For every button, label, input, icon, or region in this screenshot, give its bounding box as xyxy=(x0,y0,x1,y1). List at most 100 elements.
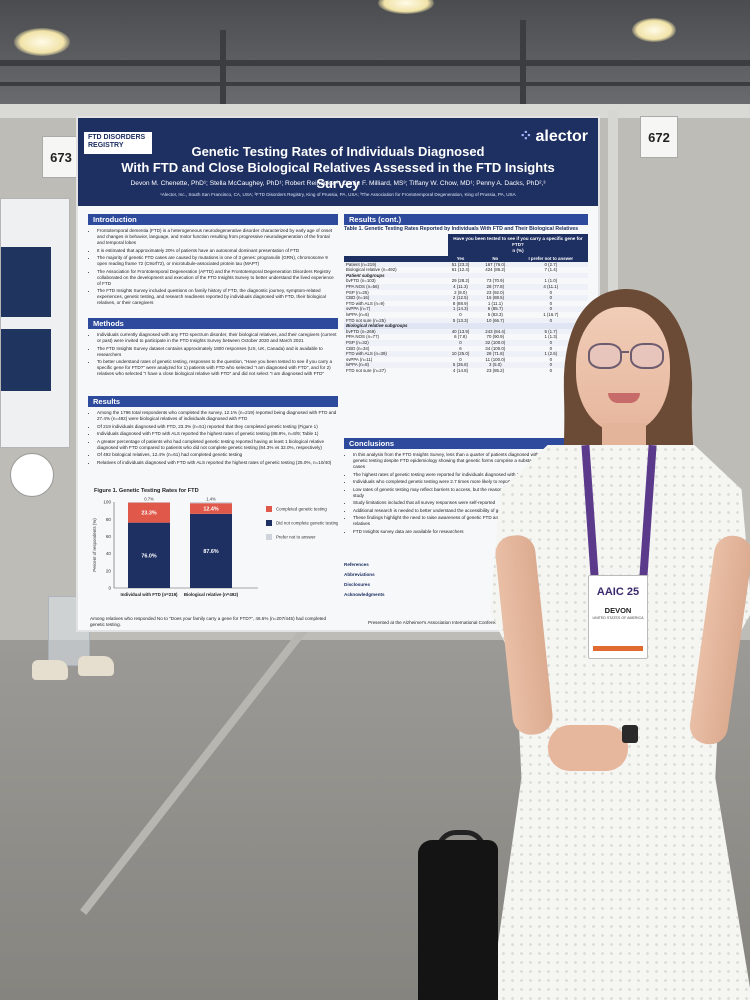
table-cell xyxy=(476,272,514,279)
badge-stripe xyxy=(593,646,643,651)
watch-icon xyxy=(622,725,638,743)
table-cell: 0 xyxy=(513,317,588,324)
shoe xyxy=(32,660,68,680)
table-cell: 8 (88.9) xyxy=(452,300,469,306)
table-cell: 1 (2.6) xyxy=(513,351,588,357)
table-title: Table 1. Genetic Testing Rates Reported … xyxy=(344,226,579,232)
table-cell: 6 (7.8) xyxy=(454,334,467,340)
bullet-item: Among the 1796 total respondents who com… xyxy=(97,410,338,422)
table-cell: 0 xyxy=(513,306,588,312)
bar-completed xyxy=(128,502,170,523)
section-results-cont: Results (cont.) xyxy=(344,214,588,225)
table-cell: 5 (83.3) xyxy=(487,311,503,317)
table-row: FTD not sure (n=25) 5 (13.3) 10 (66.7) 0 xyxy=(344,317,588,324)
footer-heading: References xyxy=(344,562,369,567)
table-cell: 424 (86.2) xyxy=(485,267,506,273)
table-cell: 40 (13.9) xyxy=(444,328,477,335)
table-header: I prefer not to answer xyxy=(513,256,588,262)
table-header: Yes xyxy=(444,256,477,262)
table-cell: 0 xyxy=(549,289,553,295)
table-cell: PSP (n=25) xyxy=(346,289,369,295)
x-category-label: Individual with FTD (n=219) xyxy=(121,592,178,597)
bullet-item: Individuals who completed genetic testin… xyxy=(353,479,588,485)
shoe xyxy=(78,656,114,676)
bar-value-label: 1.4% xyxy=(206,497,216,502)
bullet-item: The Association for Frontotemporal Degen… xyxy=(97,269,338,287)
table-cell: 3 (5.0) xyxy=(476,362,514,368)
table-cell: 4 (11.3) xyxy=(444,283,477,290)
table-cell: 16 (88.5) xyxy=(476,295,514,301)
table-cell xyxy=(513,323,588,329)
table-cell: 0 xyxy=(549,345,553,351)
figure-footnote: Among relatives who responded No to "Doe… xyxy=(90,616,327,627)
footer-heading: Abbreviations xyxy=(344,572,375,577)
table-cell: PSP (n=32) xyxy=(344,339,445,346)
table-row: svPPA (n=7) 1 (14.3) 6 (85.7) 0 xyxy=(344,306,588,312)
bullet-item: Additional research is needed to better … xyxy=(353,508,588,514)
table-cell: Patient (n=219) xyxy=(344,261,445,268)
poster-authors: Devon M. Chenette, PhD¹; Stella McCaughe… xyxy=(130,180,546,187)
table-cell: 4 (14.8) xyxy=(452,367,469,373)
bar-value-label: 0.7% xyxy=(144,497,154,502)
table-row: Biological relative subgroups xyxy=(344,323,588,329)
table-cell xyxy=(444,323,477,329)
table-cell: 1 (1.0) xyxy=(544,278,558,284)
table-cell: 51 (23.3) xyxy=(444,261,477,268)
glasses-bridge xyxy=(621,351,629,353)
ceiling-light xyxy=(14,28,70,56)
results-text: Among the 1796 total respondents who com… xyxy=(88,410,338,467)
x-category-label: Biological relative (n=492) xyxy=(184,592,239,597)
table-row: Patient (n=219) 51 (23.3) 167 (76.0) 0 (2.7… xyxy=(344,261,588,268)
table-row: bvFTD (n=269) 40 (13.9) 243 (84.4) 5 (1.7) xyxy=(344,328,588,335)
poster-footer: References Abbreviations Disclosures Acknow… xyxy=(344,558,588,598)
table-cell: 0 xyxy=(459,311,462,317)
ceiling-beam xyxy=(0,82,750,86)
clasped-hands xyxy=(548,725,628,771)
badge-country: UNITED STATES OF AMERICA xyxy=(592,616,644,620)
table-cell: Biological relative (n=492) xyxy=(346,267,397,273)
table-cell: 0 xyxy=(513,295,588,301)
y-tick-label: 40 xyxy=(106,551,112,556)
bullet-item: A greater percentage of patients who had… xyxy=(97,439,338,451)
bullet-item: The FTD Insights Survey dataset contains… xyxy=(97,346,338,358)
table-cell: 2 (12.5) xyxy=(444,295,477,301)
table-cell: 0 xyxy=(444,339,477,346)
legend-swatch xyxy=(266,506,272,512)
legend-swatch xyxy=(266,520,272,526)
table-cell: 1 (1.3) xyxy=(544,334,558,340)
registry-logo: FTD DISORDERS REGISTRY xyxy=(84,132,152,154)
table-cell: 0 xyxy=(513,339,588,346)
badge-event: AAIC 25 xyxy=(596,586,640,598)
bullet-item: The majority of genetic FTD cases are ca… xyxy=(97,255,338,267)
bullet-item: It is estimated that approximately 20% o… xyxy=(97,248,338,254)
y-axis-label: Percent of respondents (%) xyxy=(92,518,97,572)
table-cell: 0 xyxy=(459,356,462,362)
bar-value-label: 12.4% xyxy=(203,507,218,513)
bullet-item: The highest rates of genetic testing wer… xyxy=(353,472,588,478)
bar-not-completed xyxy=(190,513,232,588)
bar-not-completed xyxy=(128,522,170,588)
table-row: FTD not sure (n=27) 4 (14.8) 23 (85.2) 0 xyxy=(344,368,588,374)
y-tick-label: 0 xyxy=(108,586,111,591)
section-methods: Methods xyxy=(88,318,338,329)
table-cell: 32 (100.0) xyxy=(476,339,514,346)
table-cell: 6 xyxy=(459,345,462,351)
table-cell: 243 (84.4) xyxy=(476,328,514,335)
table-row: PPA NOS (n=56) 4 (11.3) 28 (77.8) 4 (11.1) xyxy=(344,283,588,290)
table-cell: bvFTD (n=103) xyxy=(346,278,376,284)
table-row: FTD with ALS (n=39) 10 (25.0) 28 (71.8) 1 (… xyxy=(344,351,588,357)
table-cell: FTD with ALS (n=9) xyxy=(346,300,385,306)
bullet-item: Individuals diagnosed with FTD with ALS … xyxy=(97,431,338,437)
bar-prefer-not xyxy=(128,502,170,503)
booth-number-left: 673 xyxy=(42,136,80,178)
table-cell: 1 (16.7) xyxy=(543,311,559,317)
section-results: Results xyxy=(88,396,338,407)
table-header xyxy=(344,256,445,262)
footer-heading: Acknowledgments xyxy=(344,592,385,597)
booth-number-right: 672 xyxy=(640,116,678,158)
table-cell: bvFTD (n=269) xyxy=(344,328,445,335)
table-cell: svPPA (n=7) xyxy=(344,306,445,312)
legend-label: Did not complete genetic testing xyxy=(276,521,338,526)
table-row: CBD (n=34) 6 34 (100.0) 0 xyxy=(344,346,588,352)
poster-affiliations: ¹Alector, Inc., South San Francisco, CA,… xyxy=(160,192,516,197)
